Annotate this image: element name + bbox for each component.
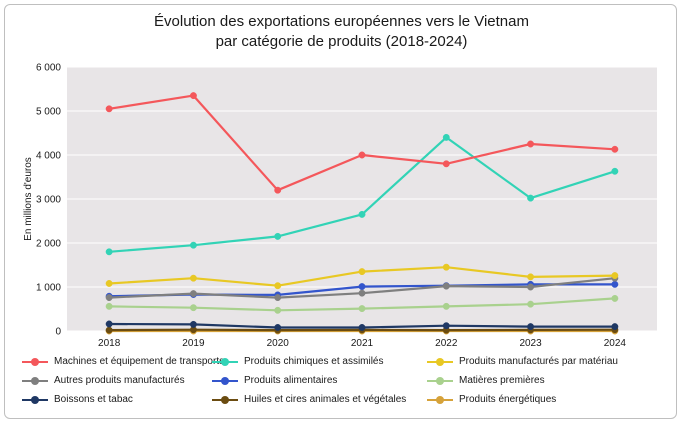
data-point <box>358 289 366 297</box>
legend-swatch <box>427 357 453 367</box>
legend-item: Matières premières <box>427 375 545 386</box>
data-point <box>274 232 282 240</box>
data-point <box>274 324 282 331</box>
data-point <box>189 290 197 298</box>
legend-label: Boissons et tabac <box>54 394 133 405</box>
y-tick-label: 1 000 <box>36 283 61 294</box>
legend-swatch-marker <box>436 376 444 385</box>
data-point <box>189 304 197 312</box>
legend-swatch <box>212 395 238 405</box>
data-point <box>274 282 282 290</box>
data-point <box>189 274 197 282</box>
x-tick-label: 2023 <box>519 338 542 349</box>
legend-item: Produits manufacturés par matériau <box>427 356 618 367</box>
legend-label: Matières premières <box>459 375 545 386</box>
y-tick-label: 2 000 <box>36 239 61 250</box>
data-point <box>105 280 113 287</box>
data-point <box>274 294 282 302</box>
chart-title-line-2: par catégorie de produits (2018-2024) <box>215 33 468 50</box>
data-point <box>611 323 619 331</box>
legend-item: Produits chimiques et assimilés <box>212 356 384 367</box>
data-point <box>442 133 450 141</box>
data-point <box>527 300 535 308</box>
legend-swatch-marker <box>221 376 229 385</box>
legend-swatch <box>427 395 453 405</box>
legend-label: Autres produits manufacturés <box>54 375 185 386</box>
data-point <box>442 263 450 271</box>
x-tick-label: 2018 <box>98 338 121 349</box>
legend-item: Machines et équipement de transports <box>22 356 224 367</box>
legend-swatch-marker <box>31 395 39 404</box>
legend-swatch-marker <box>436 357 444 366</box>
x-tick-label: 2020 <box>267 338 290 349</box>
legend-swatch-marker <box>31 376 39 385</box>
legend-item: Boissons et tabac <box>22 394 133 405</box>
data-point <box>527 283 535 291</box>
data-point <box>358 305 366 313</box>
data-point <box>442 302 450 310</box>
legend-label: Produits manufacturés par matériau <box>459 356 618 367</box>
data-point <box>358 283 366 291</box>
data-point <box>105 105 113 113</box>
data-point <box>442 282 450 290</box>
legend-swatch-marker <box>31 357 39 366</box>
data-point <box>527 323 535 331</box>
y-tick-label: 5 000 <box>36 107 61 118</box>
legend-label: Produits énergétiques <box>459 394 557 405</box>
chart-title: Évolution des exportations européennes v… <box>0 12 683 52</box>
data-point <box>105 248 113 256</box>
data-point <box>611 294 619 302</box>
data-point <box>274 306 282 314</box>
data-point <box>611 272 619 280</box>
legend-item: Produits énergétiques <box>427 394 556 405</box>
legend-swatch <box>22 376 48 386</box>
y-tick-label: 6 000 <box>36 63 61 74</box>
x-tick-label: 2022 <box>435 338 458 349</box>
legend-item: Produits alimentaires <box>212 375 337 386</box>
chart-title-line-1: Évolution des exportations européennes v… <box>154 13 529 30</box>
legend-swatch <box>427 376 453 386</box>
data-point <box>358 151 366 159</box>
y-tick-label: 3 000 <box>36 195 61 206</box>
data-point <box>358 210 366 218</box>
legend-item: Autres produits manufacturés <box>22 375 185 386</box>
legend-item: Huiles et cires animales et végétales <box>212 394 406 405</box>
legend-label: Produits chimiques et assimilés <box>244 356 384 367</box>
legend-swatch <box>22 395 48 405</box>
x-tick-label: 2021 <box>351 338 374 349</box>
data-point <box>527 273 535 281</box>
data-point <box>611 145 619 153</box>
legend-swatch <box>212 357 238 367</box>
data-point <box>189 320 197 328</box>
data-point <box>274 186 282 194</box>
data-point <box>105 326 113 334</box>
data-point <box>442 322 450 330</box>
data-point <box>358 324 366 331</box>
legend-swatch <box>212 376 238 386</box>
x-tick-label: 2024 <box>604 338 627 349</box>
legend-swatch-marker <box>221 395 229 404</box>
data-point <box>358 268 366 276</box>
legend-label: Huiles et cires animales et végétales <box>244 394 407 405</box>
y-tick-label: 4 000 <box>36 151 61 162</box>
data-point <box>442 160 450 168</box>
data-point <box>611 280 619 288</box>
y-tick-label: 0 <box>55 327 61 338</box>
data-point <box>611 167 619 175</box>
legend-label: Machines et équipement de transports <box>54 356 225 367</box>
legend-swatch <box>22 357 48 367</box>
legend-swatch-marker <box>221 357 229 366</box>
data-point <box>105 320 113 328</box>
data-point <box>527 194 535 202</box>
data-point <box>527 140 535 148</box>
x-tick-label: 2019 <box>182 338 205 349</box>
data-point <box>105 294 113 302</box>
data-point <box>189 92 197 100</box>
data-point <box>105 302 113 310</box>
data-point <box>189 241 197 249</box>
y-axis-label: En millions d'euros <box>23 157 34 241</box>
legend-label: Produits alimentaires <box>244 375 338 386</box>
legend-swatch-marker <box>436 395 444 404</box>
